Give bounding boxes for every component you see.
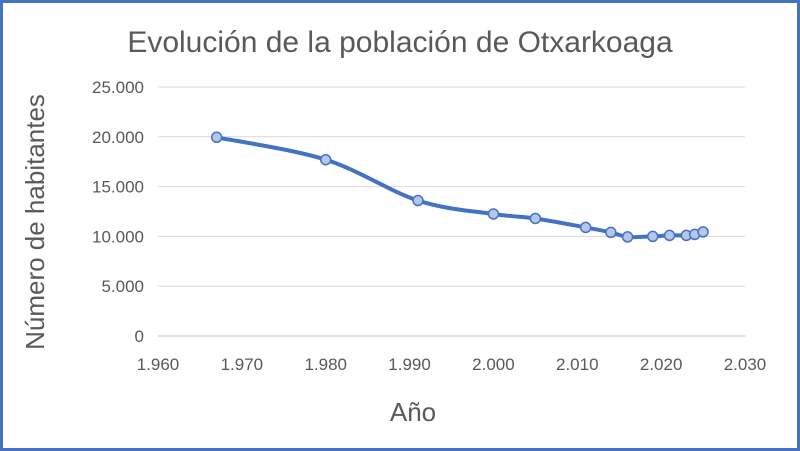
data-point [319,153,332,166]
x-tick-label: 2.020 [640,355,683,374]
y-tick-label: 5.000 [101,277,144,296]
y-tick-label: 25.000 [92,78,144,97]
x-tick-label: 1.980 [304,355,347,374]
y-tick-labels: 0 5.000 10.000 15.000 20.000 25.000 [92,78,144,346]
data-point [412,194,424,207]
data-point [487,208,500,220]
chart-title: Evolución de la población de Otxarkoaga [127,26,673,59]
x-tick-label: 1.970 [221,355,264,374]
data-point [621,231,634,243]
data-point [605,226,617,239]
y-axis-title: Número de habitantes [20,94,50,350]
data-point [663,229,676,242]
x-axis-title: Año [390,397,436,427]
y-tick-label: 20.000 [92,128,144,147]
x-tick-label: 2.000 [472,355,515,374]
x-tick-label: 2.010 [556,355,599,374]
data-point [210,131,223,144]
x-tick-label: 2.030 [724,355,767,374]
y-tick-label: 0 [135,327,144,346]
series-line [214,135,706,240]
data-point [529,212,542,225]
series-population [210,131,709,243]
y-tick-label: 10.000 [92,227,144,246]
data-point [647,230,659,243]
gridlines [158,86,745,337]
x-tick-label: 1.990 [388,355,431,374]
y-tick-label: 15.000 [92,178,144,197]
x-tick-labels: 1.960 1.970 1.980 1.990 2.000 2.010 2.020 2.030 [137,355,767,374]
data-point [579,221,592,234]
x-tick-label: 1.960 [137,355,180,374]
data-point [697,226,709,238]
